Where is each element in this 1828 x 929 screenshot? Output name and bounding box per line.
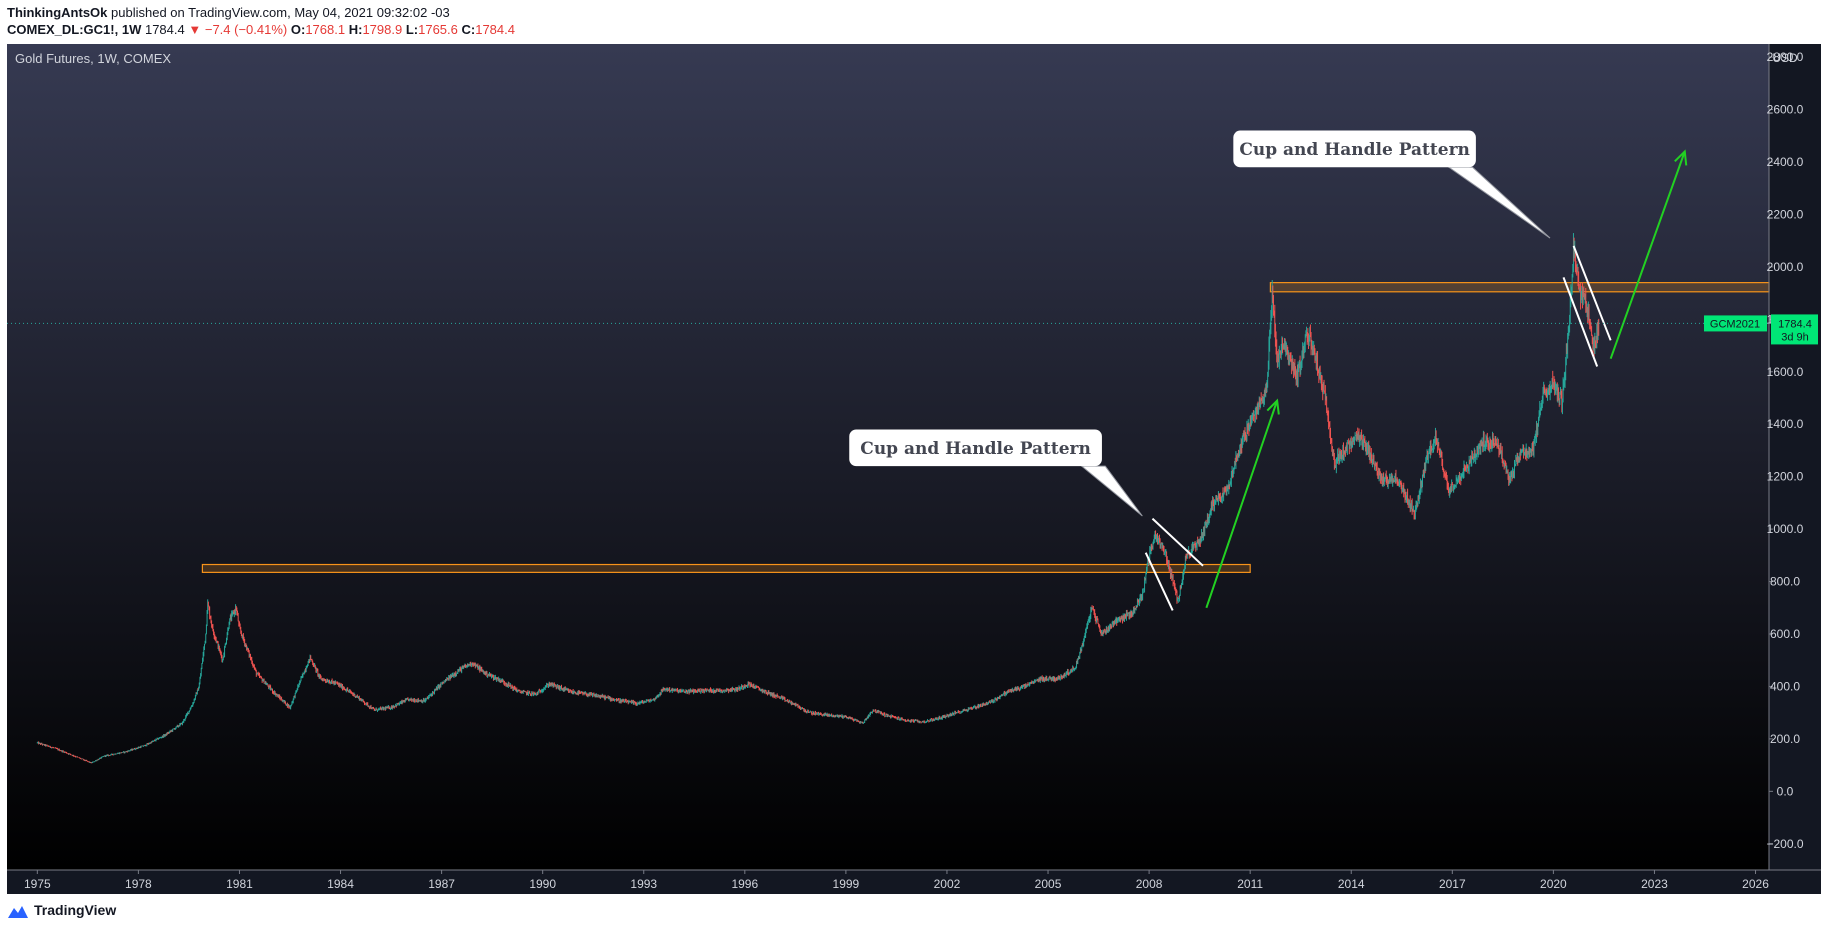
- close-label: C:: [461, 22, 476, 37]
- price-change: −7.4 (−0.41%): [204, 22, 288, 37]
- x-tick-label: 1996: [731, 877, 758, 891]
- brand-name: TradingView: [34, 902, 117, 918]
- author-name[interactable]: ThinkingAntsOk: [7, 5, 108, 20]
- chart-frame[interactable]: Cup and Handle Pattern Cup and Handle Pat…: [7, 44, 1821, 894]
- x-tick-label: 1975: [24, 877, 51, 891]
- y-tick-label: 1400.0: [1767, 417, 1804, 431]
- callout-text: Cup and Handle Pattern: [1239, 140, 1470, 160]
- y-tick-label: 2600.0: [1767, 103, 1804, 117]
- y-tick-label: −200.0: [1766, 837, 1803, 851]
- x-tick-label: 1990: [529, 877, 556, 891]
- y-tick-label: 1200.0: [1767, 470, 1804, 484]
- callout-text: Cup and Handle Pattern: [860, 439, 1091, 459]
- low-label: L:: [405, 22, 419, 37]
- arrow-shaft: [1609, 151, 1686, 360]
- price-axis-background: [1769, 44, 1821, 894]
- down-arrow-icon: ▼: [188, 22, 202, 37]
- y-tick-label: 2000.0: [1767, 260, 1804, 274]
- x-tick-label: 2005: [1035, 877, 1062, 891]
- arrow-shaft: [1205, 400, 1279, 609]
- y-tick-label: 400.0: [1770, 679, 1800, 693]
- y-tick-label: 600.0: [1770, 627, 1800, 641]
- annotations: Cup and Handle Pattern Cup and Handle Pat…: [849, 130, 1551, 517]
- last-price: 1784.4: [144, 22, 185, 37]
- x-tick-label: 2020: [1540, 877, 1567, 891]
- y-tick-label: 2800.0: [1767, 50, 1804, 64]
- footer-brand[interactable]: TradingView: [7, 897, 307, 927]
- time-axis[interactable]: 1975 1978 1981 1984 1987 1990 1993 1996 1999 2002…: [7, 869, 1821, 891]
- x-tick-label: 1993: [630, 877, 657, 891]
- trend-line-3: [1562, 277, 1599, 367]
- symbol-label[interactable]: COMEX_DL:GC1!, 1W: [7, 22, 142, 37]
- y-tick-label: 800.0: [1770, 575, 1800, 589]
- y-tick-label: 200.0: [1770, 732, 1800, 746]
- high-value: 1798.9: [362, 22, 403, 37]
- y-tick-label: 1600.0: [1767, 365, 1804, 379]
- green-arrow-2: [1609, 149, 1688, 360]
- publish-header: ThinkingAntsOk published on TradingView.…: [0, 0, 1828, 44]
- time-axis-background: [7, 870, 1821, 894]
- publish-info: ThinkingAntsOk published on TradingView.…: [7, 5, 450, 20]
- x-tick-label: 2023: [1641, 877, 1668, 891]
- open-label: O:: [290, 22, 306, 37]
- x-tick-label: 1999: [833, 877, 860, 891]
- chart-title: Gold Futures, 1W, COMEX: [15, 51, 171, 66]
- open-value: 1768.1: [305, 22, 346, 37]
- resistance-zone-1: [201, 563, 1251, 573]
- price-value: 1784.4: [1778, 318, 1812, 330]
- x-tick-label: 2008: [1136, 877, 1163, 891]
- ohlc-legend: COMEX_DL:GC1!, 1W 1784.4 ▼ −7.4 (−0.41%)…: [7, 22, 515, 37]
- trend-arrows: [1205, 149, 1688, 609]
- close-value: 1784.4: [475, 22, 515, 37]
- price-value-tag: [1771, 314, 1818, 345]
- x-tick-label: 1984: [327, 877, 354, 891]
- callout-2: Cup and Handle Pattern: [1233, 130, 1551, 239]
- chart-svg[interactable]: Cup and Handle Pattern Cup and Handle Pat…: [7, 44, 1821, 894]
- high-label: H:: [348, 22, 363, 37]
- y-tick-label: 2400.0: [1767, 155, 1804, 169]
- contract-symbol: GCM2021: [1710, 318, 1760, 330]
- x-tick-label: 1981: [226, 877, 253, 891]
- x-tick-label: 2011: [1237, 877, 1263, 891]
- x-tick-label: 2017: [1439, 877, 1466, 891]
- price-tag: GCM2021 1784.43d 9h: [1704, 314, 1818, 345]
- trend-line-4: [1572, 245, 1612, 341]
- callout-box: [1233, 130, 1476, 168]
- y-tick-label: 2200.0: [1767, 207, 1804, 221]
- x-tick-label: 2002: [934, 877, 961, 891]
- x-tick-label: 2014: [1338, 877, 1365, 891]
- arrow-head: [1674, 149, 1688, 166]
- y-tick-label: 1000.0: [1767, 522, 1804, 536]
- arrow-head: [1266, 398, 1280, 415]
- resistance-zone-2: [1269, 282, 1770, 293]
- trend-line-1: [1144, 552, 1174, 611]
- callout-1: Cup and Handle Pattern: [849, 429, 1143, 517]
- contract-tag: [1704, 315, 1767, 332]
- y-tick-label: 0.0: [1777, 784, 1794, 798]
- trend-lines: [1144, 245, 1612, 611]
- resistance-zones: [201, 282, 1770, 573]
- low-value: 1765.6: [418, 22, 458, 37]
- green-arrow-1: [1205, 398, 1280, 609]
- x-tick-label: 1978: [125, 877, 152, 891]
- bar-countdown: 3d 9h: [1781, 331, 1809, 343]
- trend-line-2: [1151, 517, 1204, 567]
- published-text: published on TradingView.com, May 04, 20…: [111, 5, 450, 20]
- tradingview-logo-icon: [8, 906, 28, 918]
- x-tick-label: 1987: [428, 877, 455, 891]
- candles: [36, 233, 1600, 764]
- x-tick-label: 2026: [1742, 877, 1769, 891]
- callout-box: [849, 429, 1102, 467]
- currency-label: USD: [1772, 51, 1798, 65]
